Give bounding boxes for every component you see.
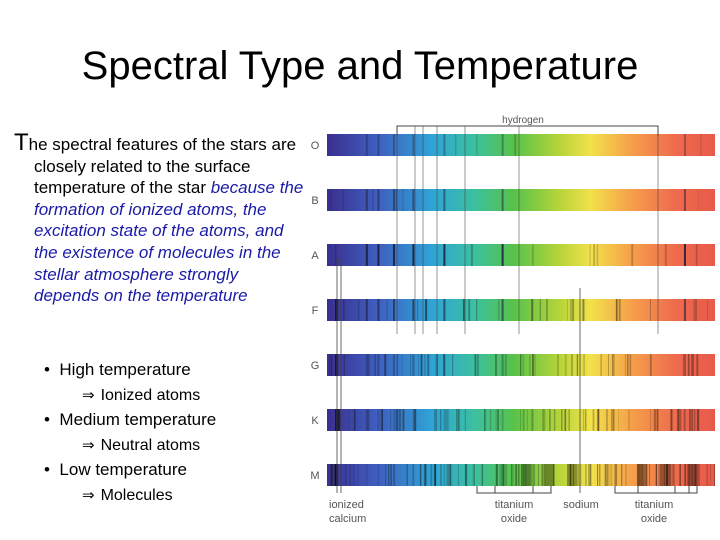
paragraph-italic-text: because the formation of ionized atoms, …	[34, 178, 304, 306]
ionized-calcium-label-line1: ionized	[329, 499, 364, 511]
sub-ionized-atoms: ⇒ Ionized atoms	[82, 386, 200, 405]
titanium-oxide-label-1-line1: titanium	[495, 499, 534, 511]
sub-molecules: ⇒ Molecules	[82, 486, 173, 505]
implies-icon: ⇒	[82, 437, 95, 454]
spectral-type-label-a: A	[311, 250, 319, 262]
spectrum-band-g	[327, 354, 715, 376]
bullet-label: High temperature	[59, 360, 191, 379]
spectral-type-label-o: O	[311, 140, 320, 152]
implies-icon: ⇒	[82, 387, 95, 404]
spectral-type-label-k: K	[311, 415, 319, 427]
spectrum-band-o	[327, 134, 715, 156]
bullet-low-temperature: • Low temperature	[44, 460, 187, 480]
titanium-oxide-label-2-line1: titanium	[635, 499, 674, 511]
paragraph-plain-text: he spectral features of the stars are cl…	[28, 135, 297, 198]
spectrum-band-f	[327, 299, 715, 321]
sub-label: Neutral atoms	[100, 437, 201, 454]
stellar-spectra-figure: hydrogen O B A F G K M ionized calcium titaniu…	[310, 115, 715, 525]
bullet-medium-temperature: • Medium temperature	[44, 410, 216, 430]
bullet-symbol: •	[44, 360, 50, 379]
page-title: Spectral Type and Temperature	[81, 44, 639, 88]
bullet-symbol: •	[44, 460, 50, 479]
spectrum-band-k	[327, 409, 715, 431]
implies-icon: ⇒	[82, 487, 95, 504]
bullet-label: Low temperature	[59, 460, 187, 479]
bullet-symbol: •	[44, 410, 50, 429]
sub-label: Ionized atoms	[100, 387, 201, 404]
titanium-oxide-label-1-line2: oxide	[501, 513, 527, 525]
spectral-type-label-f: F	[312, 305, 319, 317]
spectrum-band-a	[327, 244, 715, 266]
bullet-high-temperature: • High temperature	[44, 360, 191, 380]
lead-letter: T	[14, 129, 29, 156]
sodium-label: sodium	[563, 499, 598, 511]
sub-label: Molecules	[100, 487, 173, 504]
sub-neutral-atoms: ⇒ Neutral atoms	[82, 436, 200, 455]
bullet-label: Medium temperature	[59, 410, 217, 429]
titanium-oxide-label-2-line2: oxide	[641, 513, 667, 525]
description-paragraph: The spectral features of the stars are c…	[14, 129, 304, 307]
spectrum-band-m	[327, 464, 715, 486]
spectrum-band-b	[327, 189, 715, 211]
spectral-type-label-m: M	[310, 470, 319, 482]
spectral-type-label-g: G	[311, 360, 320, 372]
hydrogen-label: hydrogen	[502, 115, 544, 126]
spectral-type-label-b: B	[311, 195, 318, 207]
ionized-calcium-label-line2: calcium	[329, 513, 366, 525]
